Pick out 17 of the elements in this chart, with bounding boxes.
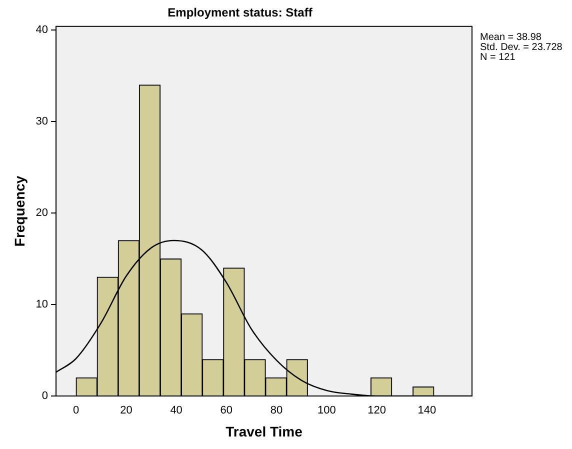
x-tick-label: 60 [220,404,233,417]
x-tick-label: 100 [317,404,336,417]
x-tick-label: 140 [418,404,436,417]
chart-title: Employment status: Staff [168,6,314,20]
y-tick-label: 40 [36,24,48,36]
y-tick-label: 20 [36,207,48,220]
y-tick-label: 10 [36,298,48,311]
x-tick-label: 20 [120,404,132,417]
x-tick-label: 120 [368,404,386,417]
x-tick-label: 0 [73,404,80,417]
y-tick-label: 30 [36,116,48,128]
text: Mean = 38.98 Std. Dev. = 23.728 N = 121 [480,32,563,64]
x-tick-label: 80 [270,404,283,417]
x-axis-title: Travel Time [226,423,303,440]
y-tick-label: 0 [42,390,48,402]
x-tick-label: 40 [170,404,182,417]
y-axis-title: Frequency [11,176,28,247]
